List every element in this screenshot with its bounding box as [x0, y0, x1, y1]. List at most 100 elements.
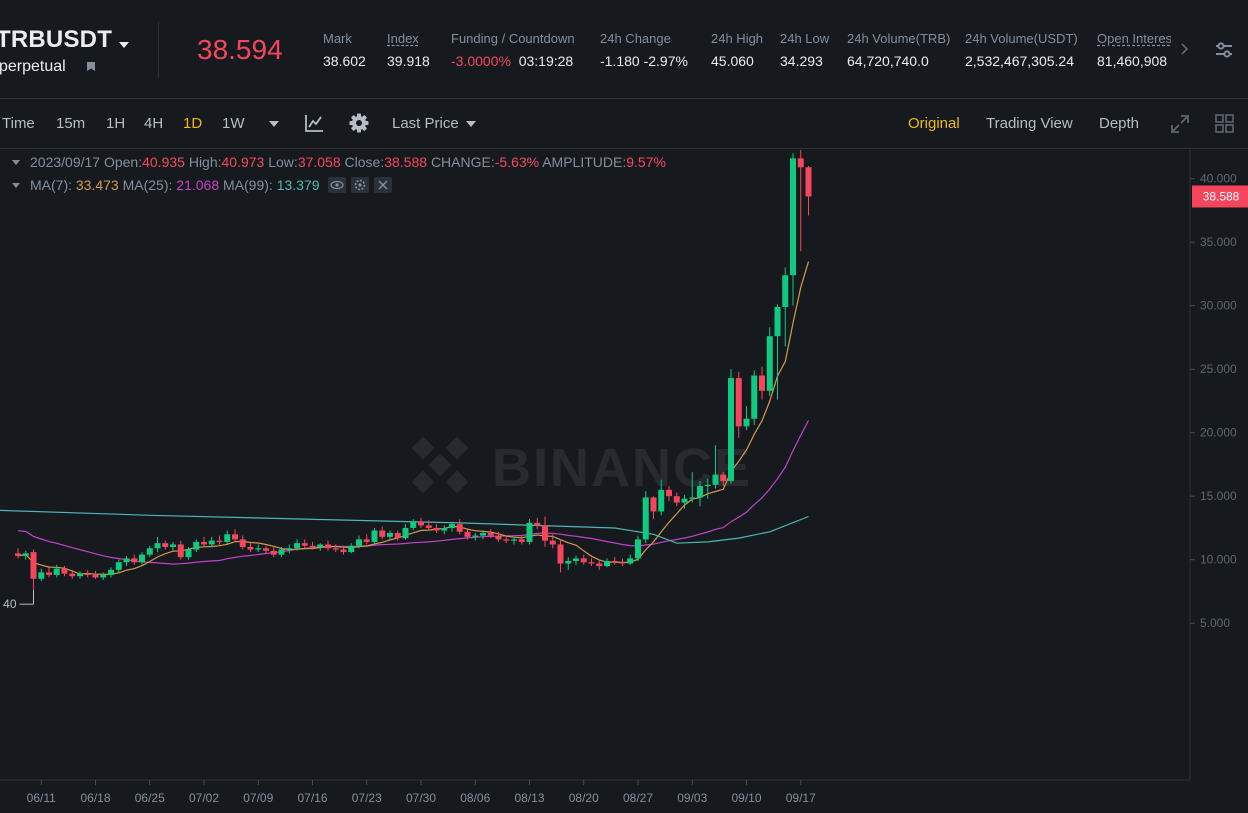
candle[interactable]: [363, 534, 370, 545]
candle[interactable]: [53, 564, 60, 578]
candle[interactable]: [728, 369, 734, 484]
close-icon[interactable]: [374, 177, 393, 193]
candle[interactable]: [565, 557, 572, 570]
candle[interactable]: [340, 545, 347, 555]
symbol-dropdown-icon[interactable]: [119, 42, 129, 48]
candle[interactable]: [766, 327, 773, 396]
candle[interactable]: [154, 536, 161, 553]
candle[interactable]: [588, 558, 595, 567]
candle[interactable]: [697, 480, 703, 507]
candle[interactable]: [472, 533, 479, 541]
candle[interactable]: [317, 543, 324, 551]
interval-time[interactable]: Time: [2, 115, 35, 132]
candle[interactable]: [216, 535, 223, 545]
interval-more-icon[interactable]: [269, 121, 279, 127]
candle[interactable]: [185, 547, 192, 560]
candle[interactable]: [790, 153, 796, 306]
candle[interactable]: [348, 543, 355, 554]
interval-4h[interactable]: 4H: [144, 115, 164, 132]
candle[interactable]: [704, 478, 711, 499]
expand-icon[interactable]: [1170, 114, 1190, 134]
candle[interactable]: [100, 572, 107, 581]
candle[interactable]: [480, 530, 486, 540]
candle[interactable]: [170, 541, 176, 551]
candle[interactable]: [635, 535, 641, 561]
cog-icon[interactable]: [351, 177, 370, 193]
interval-15m[interactable]: 15m: [56, 115, 86, 132]
candle[interactable]: [92, 571, 99, 579]
candle[interactable]: [115, 559, 122, 573]
book-icon[interactable]: [86, 61, 96, 72]
candle[interactable]: [193, 539, 200, 553]
candle[interactable]: [131, 554, 138, 565]
candle[interactable]: [123, 555, 130, 567]
candle[interactable]: [557, 539, 564, 573]
candle[interactable]: [542, 516, 548, 547]
candle[interactable]: [356, 535, 362, 549]
chart-canvas[interactable]: BINANCE 50.00045.00040.00035.00030.00025…: [0, 150, 1248, 813]
candle[interactable]: [15, 548, 21, 559]
candle[interactable]: [580, 554, 587, 565]
candle[interactable]: [410, 519, 417, 531]
candle[interactable]: [77, 571, 83, 579]
candle[interactable]: [255, 544, 262, 553]
candle[interactable]: [232, 529, 238, 542]
indicator-icon[interactable]: [305, 114, 324, 132]
candle[interactable]: [309, 541, 316, 550]
candle[interactable]: [162, 540, 169, 550]
candle[interactable]: [627, 554, 634, 565]
candle[interactable]: [332, 544, 339, 553]
candle[interactable]: [743, 406, 750, 431]
candle[interactable]: [263, 545, 269, 554]
candle[interactable]: [805, 166, 812, 216]
candle[interactable]: [503, 535, 510, 544]
candle[interactable]: [487, 529, 494, 539]
candle[interactable]: [325, 540, 331, 551]
candle[interactable]: [797, 150, 804, 252]
candle[interactable]: [270, 547, 277, 558]
candle[interactable]: [782, 267, 789, 347]
candle[interactable]: [402, 524, 409, 540]
candle[interactable]: [611, 557, 618, 565]
kline-chart[interactable]: BINANCE 50.00045.00040.00035.00030.00025…: [0, 150, 1248, 813]
interval-1h[interactable]: 1H: [106, 115, 126, 132]
eye-icon[interactable]: [328, 177, 347, 193]
candle[interactable]: [278, 547, 285, 558]
candle[interactable]: [518, 535, 525, 545]
candle[interactable]: [573, 555, 579, 565]
candle[interactable]: [294, 539, 300, 551]
stat-index[interactable]: Index 39.918: [387, 31, 430, 69]
price-type-dropdown-icon[interactable]: [466, 121, 476, 127]
interval-1w[interactable]: 1W: [222, 115, 245, 132]
candle[interactable]: [208, 536, 215, 547]
collapse-legend-icon[interactable]: [12, 160, 20, 165]
candle[interactable]: [712, 445, 719, 489]
candle[interactable]: [681, 494, 688, 509]
stat-label[interactable]: Open Interest: [1097, 31, 1171, 46]
candle[interactable]: [720, 472, 727, 487]
candle[interactable]: [735, 371, 742, 438]
candle[interactable]: [394, 530, 401, 541]
candle[interactable]: [759, 366, 765, 400]
sliders-icon[interactable]: [1214, 40, 1234, 60]
candle[interactable]: [69, 569, 76, 579]
gear-icon[interactable]: [349, 113, 369, 133]
candle[interactable]: [139, 552, 145, 565]
interval-1d[interactable]: 1D: [183, 115, 203, 132]
view-trading-view[interactable]: Trading View: [986, 115, 1073, 132]
candle[interactable]: [38, 568, 45, 582]
candle[interactable]: [177, 540, 184, 560]
candle[interactable]: [751, 370, 758, 426]
candle[interactable]: [642, 491, 649, 544]
candle[interactable]: [61, 566, 68, 577]
candle[interactable]: [108, 567, 114, 578]
candle[interactable]: [418, 517, 424, 528]
candle[interactable]: [84, 569, 91, 578]
candle[interactable]: [456, 519, 463, 535]
candle[interactable]: [46, 567, 52, 578]
candle[interactable]: [224, 530, 231, 545]
candle[interactable]: [22, 550, 29, 560]
candle[interactable]: [549, 534, 556, 549]
candle[interactable]: [239, 535, 246, 550]
candle[interactable]: [146, 545, 153, 558]
